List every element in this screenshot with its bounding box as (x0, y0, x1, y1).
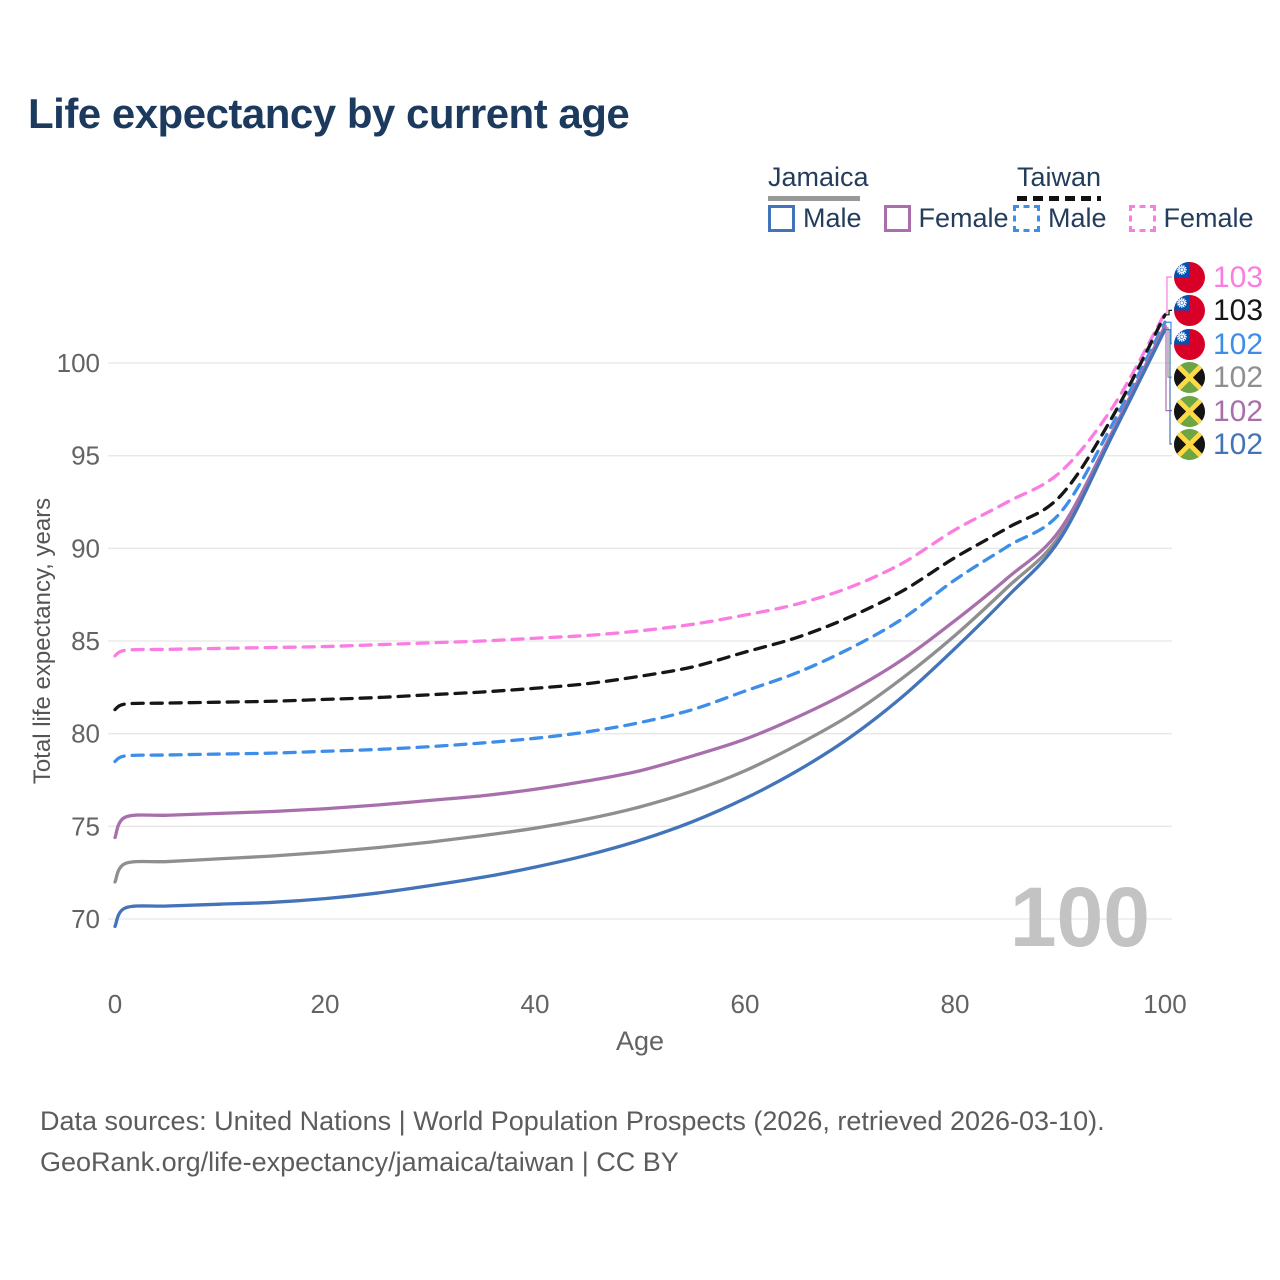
end-label-jamaica-both: 102 (1174, 361, 1263, 394)
jamaica-flag-icon (1174, 429, 1205, 460)
x-tick-label: 20 (311, 989, 340, 1019)
taiwan-flag-icon (1174, 328, 1205, 360)
x-tick-label: 40 (521, 989, 550, 1019)
legend-country-taiwan[interactable]: Taiwan (1017, 162, 1102, 192)
y-axis-title: Total life expectancy, years (29, 498, 56, 784)
legend-item-jamaica-female[interactable]: Female (883, 203, 1009, 234)
legend-group-taiwan: Taiwan (1017, 162, 1101, 201)
legend-underline-solid (768, 196, 860, 201)
page-title: Life expectancy by current age (28, 90, 630, 137)
end-label-taiwan-female: 103 (1174, 261, 1263, 294)
end-label-connector (1165, 329, 1172, 445)
y-tick-label: 80 (71, 719, 100, 749)
legend-items-jamaica: Male Female (768, 203, 1009, 234)
attribution-note: GeoRank.org/life-expectancy/jamaica/taiw… (40, 1147, 679, 1177)
solid-line-swatch-icon (768, 205, 795, 232)
end-label-connector (1165, 309, 1172, 316)
taiwan-flag-icon (1174, 262, 1205, 293)
legend-group-jamaica: Jamaica (768, 162, 869, 201)
legend-country-jamaica[interactable]: Jamaica (768, 162, 869, 192)
dashed-line-swatch-icon (1013, 205, 1040, 232)
end-label-connector (1165, 276, 1172, 314)
end-label-taiwan-male: 102 (1174, 328, 1263, 361)
dashed-line-swatch-icon (1128, 205, 1156, 232)
legend-item-taiwan-male[interactable]: Male (1013, 203, 1107, 234)
y-tick-label: 75 (71, 811, 100, 841)
y-tick-label: 85 (71, 626, 100, 656)
end-label-jamaica-female: 102 (1174, 395, 1263, 428)
jamaica-flag-icon (1174, 362, 1205, 394)
legend-item-jamaica-male[interactable]: Male (768, 203, 862, 234)
end-label-connector (1165, 325, 1172, 412)
series-line-taiwan-female[interactable] (113, 311, 1167, 658)
data-sources-note: Data sources: United Nations | World Pop… (40, 1106, 1105, 1136)
series-line-taiwan[interactable] (113, 313, 1167, 712)
legend-item-taiwan-female[interactable]: Female (1128, 203, 1254, 234)
series-line-jamaica-male[interactable] (113, 327, 1167, 929)
age-counter-watermark: 100 (1010, 870, 1150, 964)
x-tick-label: 100 (1143, 989, 1186, 1019)
series-line-jamaica[interactable] (113, 326, 1167, 884)
jamaica-flag-icon (1174, 395, 1205, 427)
series-line-taiwan-male[interactable] (113, 320, 1167, 764)
y-tick-label: 90 (71, 533, 100, 563)
legend-items-taiwan: Male Female (1013, 203, 1254, 234)
line-chart-plot: 70 75 80 85 90 95 100 100 0 20 40 60 80 100 Age Total l… (29, 276, 1187, 1056)
x-tick-label: 80 (941, 989, 970, 1019)
solid-line-swatch-icon (883, 205, 911, 232)
end-label-connector (1165, 321, 1172, 345)
y-tick-label: 70 (71, 904, 100, 934)
legend-underline-dashed (1017, 196, 1101, 201)
y-tick-label: 100 (57, 348, 100, 378)
taiwan-flag-icon (1174, 295, 1205, 327)
y-tick-label: 95 (71, 441, 100, 471)
x-axis-title: Age (616, 1026, 664, 1056)
x-tick-label: 60 (731, 989, 760, 1019)
end-label-taiwan-both: 103 (1174, 294, 1263, 327)
end-label-jamaica-male: 102 (1174, 428, 1263, 461)
series-line-jamaica-female[interactable] (113, 324, 1167, 840)
x-tick-label: 0 (108, 989, 122, 1019)
